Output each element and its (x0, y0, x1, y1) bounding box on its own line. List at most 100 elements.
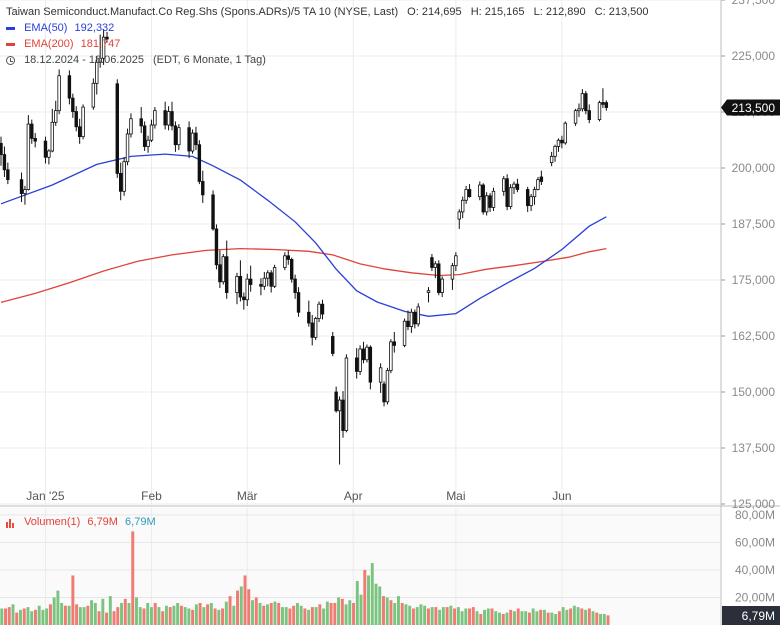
volume-bar (464, 608, 468, 625)
volume-bar (78, 607, 82, 625)
candle-up (98, 57, 102, 63)
candle-down (0, 142, 3, 155)
price-tick-label: 237,500 (732, 0, 776, 7)
volume-value-red: 6,79M (87, 516, 118, 528)
grid (0, 0, 720, 625)
volume-bar (149, 607, 153, 625)
candle-up (409, 311, 414, 327)
candle-down (307, 311, 311, 324)
volume-bars-icon (6, 516, 15, 529)
candle-down (238, 276, 243, 298)
instrument-legend: Taiwan Semiconduct.Manufact.Co Reg.Shs (… (6, 6, 648, 18)
price-tick-label: 175,000 (732, 273, 776, 287)
volume-bar (449, 605, 453, 625)
candle-down (194, 132, 198, 146)
volume-bar (531, 608, 535, 625)
volume-bar (183, 607, 187, 625)
candle-up (457, 211, 461, 220)
volume-bar (172, 605, 176, 625)
candle-down (289, 258, 294, 280)
high-value: 215,165 (484, 6, 525, 18)
volume-bar (213, 608, 217, 625)
volume-bar (483, 609, 487, 625)
instrument-name: Taiwan Semiconduct.Manufact.Co Reg.Shs (… (6, 6, 399, 18)
candle-up (283, 255, 287, 268)
volume-tick-label: 80,00M (735, 508, 775, 522)
low-label: L: (533, 6, 543, 18)
candle-up (91, 82, 96, 108)
price-tick-label: 125,000 (732, 497, 776, 511)
volume-bar (243, 575, 247, 625)
volume-bar (333, 602, 337, 625)
volume-bar (146, 602, 150, 625)
candle-up (556, 139, 561, 147)
volume-bar (352, 602, 356, 625)
candle-up (177, 127, 181, 146)
candle-down (341, 399, 345, 431)
candle-up (129, 118, 133, 135)
candle-down (467, 189, 472, 198)
volume-bar (299, 605, 303, 625)
volume-bar (494, 611, 498, 625)
volume-bar (389, 600, 393, 625)
volume-bar (527, 612, 531, 625)
candle-up (502, 178, 506, 192)
candle-down (587, 110, 591, 121)
candle-down (74, 111, 78, 128)
volume-bar (426, 608, 430, 625)
volume-bar (45, 608, 49, 625)
volume-bar (97, 611, 101, 625)
volume-bar (303, 608, 307, 625)
volume-bar (453, 608, 457, 625)
volume-bar (277, 602, 281, 625)
volume-bar (108, 596, 112, 625)
candle-up (478, 184, 482, 198)
volume-bar (105, 612, 109, 625)
open-value: 214,695 (421, 6, 462, 18)
candle-down (361, 348, 366, 361)
candle-up (529, 196, 533, 207)
volume-bar (572, 605, 576, 625)
volume-bar (157, 607, 161, 625)
volume-bar (423, 605, 427, 625)
volume-bar (63, 605, 67, 625)
volume-bar (344, 604, 348, 625)
candle-down (248, 278, 253, 285)
volume-bar (408, 605, 412, 625)
price-tick-label: 200,000 (732, 161, 776, 175)
candle-down (601, 102, 605, 105)
candle-down (6, 169, 10, 181)
volume-bar (86, 605, 90, 625)
current-volume-label: 6,79M (742, 609, 775, 623)
volume-bar (273, 601, 277, 625)
candle-up (433, 263, 438, 268)
candle-up (245, 278, 249, 301)
candle-down (354, 357, 359, 372)
volume-bar (322, 608, 326, 625)
candle-down (368, 346, 373, 383)
volume-bar (131, 531, 135, 625)
volume-bar (292, 605, 296, 625)
volume-bar (505, 612, 509, 625)
current-volume-badge (722, 606, 780, 625)
candle-down (139, 118, 143, 127)
volume-bar (520, 611, 524, 625)
candle-down (505, 178, 509, 207)
volume-bar (340, 598, 344, 625)
candle-up (450, 265, 455, 280)
volume-bar (400, 602, 404, 625)
candle-down (515, 183, 520, 190)
volume-bar (123, 598, 127, 625)
volume-bar (142, 608, 146, 625)
volume-bar (236, 590, 240, 625)
volume-bar (498, 612, 501, 625)
volume-bar (187, 608, 191, 625)
candle-down (163, 110, 167, 126)
volume-bar (60, 602, 64, 625)
volume-bar (251, 600, 254, 625)
candle-up (57, 75, 61, 112)
volume-bar (30, 611, 34, 625)
candle-down (115, 83, 119, 174)
candle-down (225, 256, 229, 293)
candle-up (95, 61, 99, 84)
